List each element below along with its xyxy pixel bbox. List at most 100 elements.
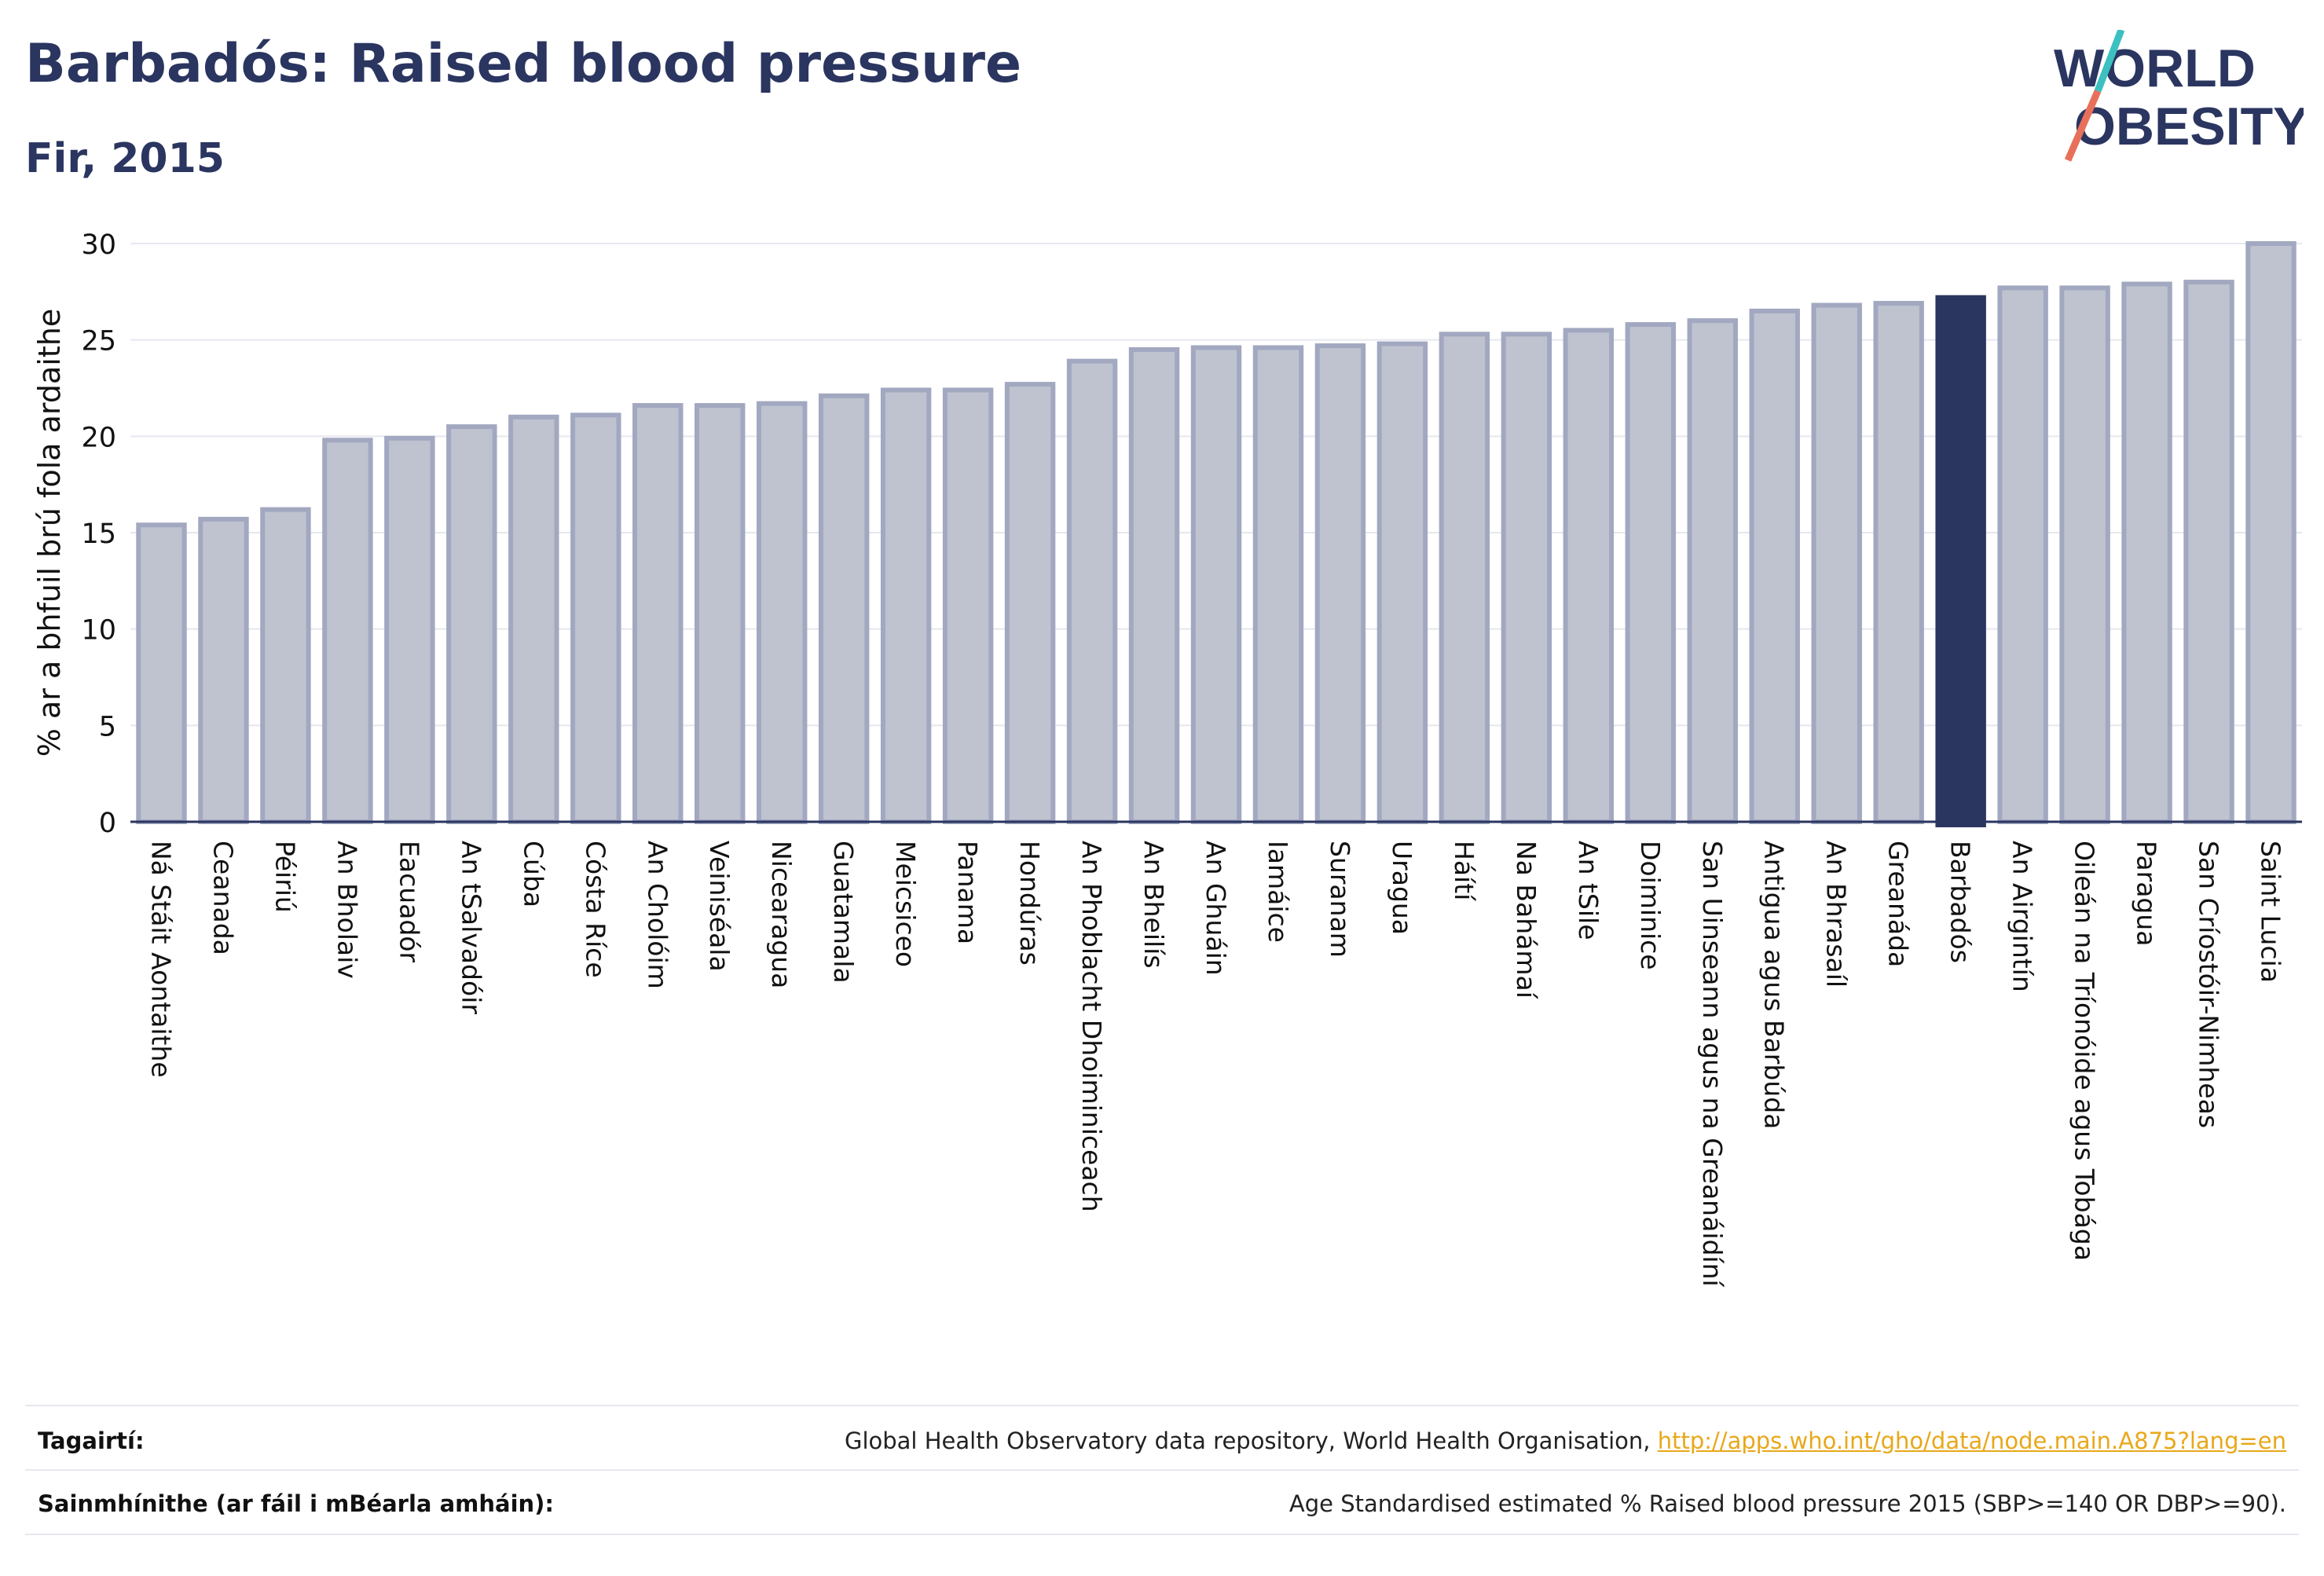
bar bbox=[942, 387, 994, 825]
bar bbox=[632, 403, 684, 824]
bar bbox=[818, 393, 870, 824]
x-tick-label: Eacuadór bbox=[394, 841, 424, 962]
bar bbox=[198, 516, 249, 824]
definitions-label: Sainmhínithe (ar fáil i mBéarla amháin): bbox=[38, 1490, 555, 1517]
bar bbox=[2245, 241, 2297, 824]
footer-references-row: Tagairtí: Global Health Observatory data… bbox=[38, 1417, 2286, 1464]
bar bbox=[1997, 285, 2048, 824]
references-link[interactable]: http://apps.who.int/gho/data/node.main.A… bbox=[1657, 1428, 2286, 1454]
bar bbox=[446, 424, 497, 824]
x-tick-label: An Phoblacht Dhoiminiceach bbox=[1076, 841, 1107, 1212]
x-tick-label: Oileán na Tríonóide agus Tobága bbox=[2069, 841, 2100, 1261]
y-tick-label: 10 bbox=[81, 615, 116, 647]
bar bbox=[260, 507, 311, 824]
bar bbox=[1873, 301, 1924, 824]
x-tick-label: Uragua bbox=[1387, 841, 1417, 935]
bar bbox=[756, 401, 808, 824]
bar-chart: 0 5 10 15 20 25 30 Ná Stáit Aontaithe Ceanada Pé… bbox=[32, 229, 2302, 1288]
bar bbox=[2059, 285, 2110, 824]
bar-highlighted bbox=[1935, 295, 1986, 827]
bar bbox=[1004, 382, 1056, 824]
x-tick-label: Antigua agus Barbúda bbox=[1759, 841, 1790, 1129]
bar bbox=[384, 435, 435, 825]
y-axis-ticks: 0 5 10 15 20 25 30 bbox=[81, 229, 116, 839]
bar bbox=[570, 412, 621, 824]
x-tick-label: Cósta Ríce bbox=[580, 841, 610, 978]
bar bbox=[880, 387, 932, 825]
bar bbox=[1190, 345, 1242, 825]
x-tick-label: Veiniséala bbox=[704, 841, 735, 972]
x-tick-label: An Cholóim bbox=[642, 841, 673, 989]
x-tick-label: Cúba bbox=[518, 841, 548, 907]
x-tick-label: An Bhrasaíl bbox=[1821, 841, 1852, 988]
bar bbox=[1687, 318, 1738, 824]
page-title: Barbadós: Raised blood pressure bbox=[25, 33, 1022, 95]
x-axis-labels: Ná Stáit Aontaithe Ceanada Péiriú An Bholai… bbox=[145, 841, 2286, 1288]
y-axis-label: % ar a bhfuil brú fola ardaithe bbox=[32, 309, 67, 757]
references-label: Tagairtí: bbox=[38, 1428, 145, 1454]
references-value: Global Health Observatory data repositor… bbox=[845, 1428, 2286, 1454]
x-tick-label: An Bholaiv bbox=[332, 841, 362, 979]
bar bbox=[1314, 343, 1366, 824]
x-tick-label: Suranam bbox=[1325, 841, 1355, 958]
bar bbox=[1066, 358, 1118, 824]
references-text: Global Health Observatory data repositor… bbox=[844, 1428, 1651, 1454]
x-tick-label: Panama bbox=[952, 841, 983, 944]
footer-divider-middle bbox=[25, 1469, 2299, 1471]
bar bbox=[1811, 302, 1862, 824]
x-tick-label: An tSile bbox=[1573, 841, 1604, 940]
bar bbox=[695, 403, 746, 824]
bar bbox=[1252, 345, 1304, 825]
x-tick-label: Nicearagua bbox=[766, 841, 797, 988]
logo-line2: OBESITY bbox=[2074, 97, 2304, 156]
y-tick-label: 15 bbox=[81, 519, 116, 550]
x-tick-label: Na Bahámaí bbox=[1511, 841, 1541, 1000]
x-tick-label: Ná Stáit Aontaithe bbox=[145, 841, 176, 1078]
logo-slash-coral bbox=[2064, 90, 2102, 162]
bar bbox=[1625, 322, 1677, 825]
x-tick-label: Doiminice bbox=[1635, 841, 1666, 970]
y-tick-label: 5 bbox=[99, 711, 116, 742]
bar bbox=[1749, 308, 1800, 825]
bar bbox=[1439, 332, 1490, 825]
bar bbox=[1128, 346, 1180, 824]
x-tick-label: An Bheilís bbox=[1138, 841, 1169, 969]
x-tick-label: Hondúras bbox=[1014, 841, 1045, 966]
bars bbox=[136, 241, 2297, 827]
bar bbox=[508, 414, 559, 824]
bar bbox=[136, 522, 187, 824]
logo-slash-teal bbox=[2094, 30, 2125, 93]
y-tick-label: 30 bbox=[81, 229, 116, 261]
x-tick-label: An tSalvadóir bbox=[456, 841, 486, 1014]
y-tick-label: 25 bbox=[81, 326, 116, 357]
x-tick-label: Greanáda bbox=[1883, 841, 1914, 967]
x-tick-label: San Críostóir-Nimheas bbox=[2194, 841, 2224, 1128]
x-tick-label: Meicsiceo bbox=[890, 841, 921, 967]
x-tick-label: Péiriú bbox=[269, 841, 300, 913]
x-tick-label: Iamáice bbox=[1263, 841, 1293, 943]
y-tick-label: 20 bbox=[81, 422, 116, 453]
footer-divider-bottom bbox=[25, 1534, 2299, 1535]
bar bbox=[2121, 281, 2172, 824]
x-tick-label: Ceanada bbox=[207, 841, 238, 955]
page-subtitle: Fir, 2015 bbox=[25, 135, 225, 182]
footer-divider-top bbox=[25, 1405, 2299, 1406]
x-tick-label: Saint Lucia bbox=[2256, 841, 2286, 983]
x-tick-label: An Airgintín bbox=[2007, 841, 2038, 992]
world-obesity-logo: WORLD OBESITY bbox=[2054, 30, 2304, 162]
definitions-text: Age Standardised estimated % Raised bloo… bbox=[1288, 1490, 2286, 1517]
x-tick-label: An Ghuáin bbox=[1200, 841, 1231, 976]
x-tick-label: Paragua bbox=[2132, 841, 2162, 947]
x-tick-label: Guatamala bbox=[828, 841, 859, 984]
bar bbox=[322, 438, 373, 824]
x-tick-label: Háítí bbox=[1449, 841, 1479, 902]
logo-line1: WORLD bbox=[2054, 38, 2256, 98]
bar bbox=[1501, 332, 1552, 825]
bar bbox=[1376, 341, 1428, 825]
footer-definitions-row: Sainmhínithe (ar fáil i mBéarla amháin):… bbox=[38, 1480, 2286, 1527]
bar bbox=[2183, 280, 2234, 825]
x-tick-label: Barbadós bbox=[1945, 841, 1976, 963]
bar bbox=[1563, 328, 1615, 824]
x-tick-label: San Uinseann agus na Greanáidíní bbox=[1697, 841, 1728, 1288]
y-tick-label: 0 bbox=[99, 808, 116, 839]
